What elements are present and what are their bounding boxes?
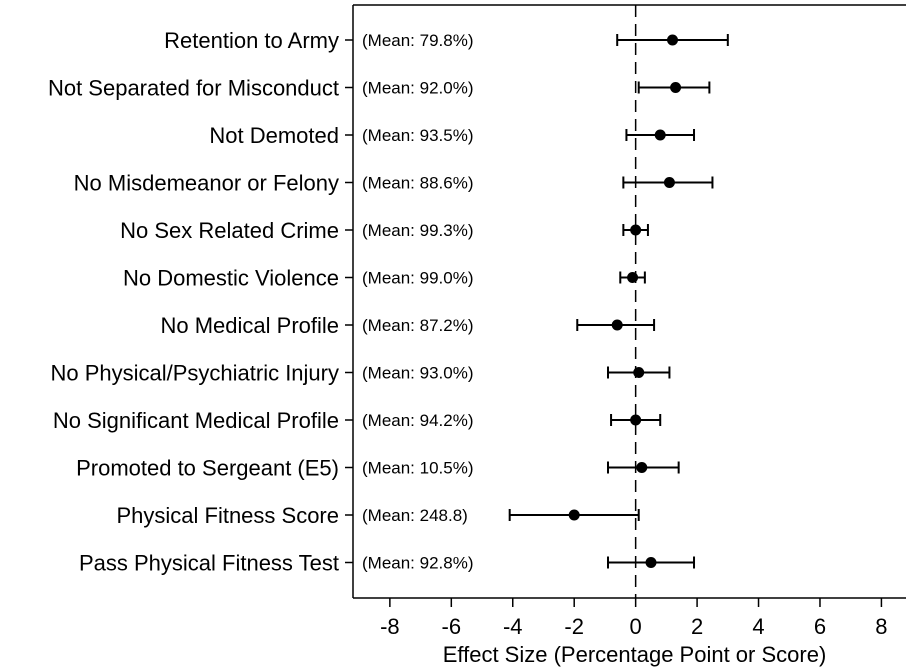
category-label: No Sex Related Crime bbox=[120, 218, 339, 243]
category-label: No Medical Profile bbox=[160, 313, 339, 338]
x-axis-title: Effect Size (Percentage Point or Score) bbox=[443, 642, 827, 667]
mean-label: (Mean: 87.2%) bbox=[362, 316, 474, 335]
point-estimates bbox=[568, 34, 682, 568]
point-estimate bbox=[670, 82, 682, 93]
x-tick-label: 8 bbox=[875, 614, 887, 639]
category-label: Not Demoted bbox=[209, 123, 339, 148]
x-tick-label: 4 bbox=[752, 614, 764, 639]
mean-label: (Mean: 94.2%) bbox=[362, 411, 474, 430]
category-labels: Retention to Army Not Separated for Misco… bbox=[48, 28, 339, 576]
mean-label: (Mean: 92.8%) bbox=[362, 554, 474, 573]
category-label: Retention to Army bbox=[164, 28, 339, 53]
mean-label: (Mean: 93.5%) bbox=[362, 126, 474, 145]
point-estimate bbox=[611, 319, 623, 331]
x-tick-label: 6 bbox=[814, 614, 826, 639]
mean-label: (Mean: 88.6%) bbox=[362, 174, 474, 193]
point-estimate bbox=[654, 129, 666, 141]
x-tick-label: -2 bbox=[564, 614, 584, 639]
plot-frame bbox=[352, 4, 906, 599]
category-label: Pass Physical Fitness Test bbox=[79, 551, 339, 576]
mean-labels: (Mean: 79.8%) (Mean: 92.0%) (Mean: 93.5%) (… bbox=[362, 31, 474, 573]
x-tick-label: -8 bbox=[380, 614, 400, 639]
x-tick-label: 0 bbox=[630, 614, 642, 639]
point-estimate bbox=[636, 462, 648, 473]
point-estimate bbox=[667, 34, 679, 46]
x-tick-label: -4 bbox=[503, 614, 523, 639]
category-label: No Significant Medical Profile bbox=[53, 408, 339, 433]
mean-label: (Mean: 92.0%) bbox=[362, 79, 474, 98]
mean-label: (Mean: 93.0%) bbox=[362, 364, 474, 383]
category-label: No Physical/Psychiatric Injury bbox=[50, 361, 339, 386]
x-tick-label: 2 bbox=[691, 614, 703, 639]
category-label: Physical Fitness Score bbox=[116, 503, 339, 528]
mean-label: (Mean: 99.0%) bbox=[362, 269, 474, 288]
point-estimate bbox=[663, 177, 675, 188]
point-estimate bbox=[630, 414, 642, 426]
category-label: No Domestic Violence bbox=[123, 266, 339, 291]
point-estimate bbox=[568, 509, 580, 521]
point-estimate bbox=[645, 557, 657, 568]
y-ticks bbox=[345, 39, 353, 564]
category-label: Not Separated for Misconduct bbox=[48, 76, 339, 101]
point-estimate bbox=[633, 367, 645, 378]
x-tick-label: -6 bbox=[442, 614, 462, 639]
mean-label: (Mean: 99.3%) bbox=[362, 221, 474, 240]
mean-label: (Mean: 248.8) bbox=[362, 506, 468, 525]
x-tick-labels: -8 -6 -4 -2 0 2 4 6 8 bbox=[380, 614, 887, 639]
mean-label: (Mean: 79.8%) bbox=[362, 31, 474, 50]
mean-label: (Mean: 10.5%) bbox=[362, 459, 474, 478]
x-ticks bbox=[389, 598, 883, 607]
category-label: Promoted to Sergeant (E5) bbox=[76, 456, 339, 481]
category-label: No Misdemeanor or Felony bbox=[74, 171, 339, 196]
point-estimate bbox=[627, 272, 639, 283]
confidence-intervals bbox=[508, 34, 729, 569]
point-estimate bbox=[630, 224, 642, 236]
